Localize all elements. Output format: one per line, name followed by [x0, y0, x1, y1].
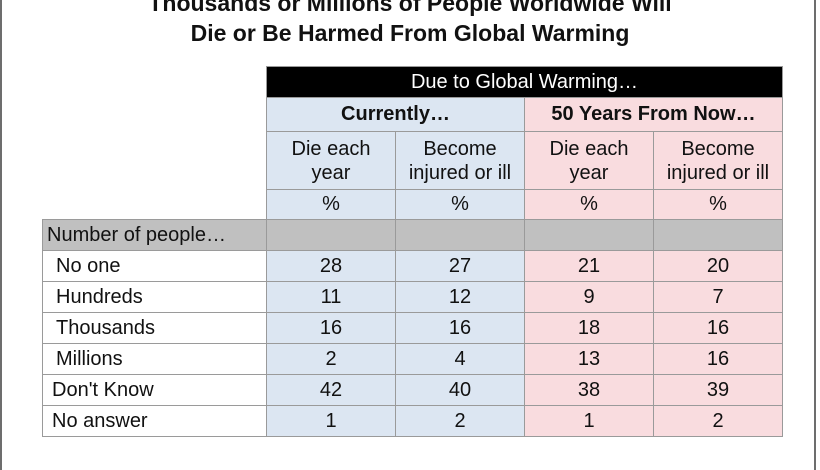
data-cell: 13 [524, 343, 654, 375]
table-row: Millions 2 4 13 16 [42, 343, 783, 375]
unit-cell: % [524, 189, 654, 220]
column-header: Die each year [266, 131, 396, 190]
unit-cell: % [266, 189, 396, 220]
row-label: No one [42, 250, 267, 282]
data-cell: 38 [524, 374, 654, 406]
table-row: Hundreds 11 12 9 7 [42, 281, 783, 313]
data-cell: 11 [266, 281, 396, 313]
row-label: No answer [42, 405, 267, 437]
section-label: Number of people… [42, 219, 267, 251]
data-cell: 39 [653, 374, 783, 406]
corner-blank [43, 67, 267, 98]
data-cell: 1 [266, 405, 396, 437]
row-label: Thousands [42, 312, 267, 344]
unit-cell: % [395, 189, 525, 220]
data-cell: 2 [653, 405, 783, 437]
data-cell: 7 [653, 281, 783, 313]
data-cell: 16 [266, 312, 396, 344]
row-label: Millions [42, 343, 267, 375]
table-row: No answer 1 2 1 2 [42, 405, 783, 437]
table-row: Thousands 16 16 18 16 [42, 312, 783, 344]
column-header-line: injured or ill [666, 161, 770, 184]
row-label: Don't Know [42, 374, 267, 406]
data-cell: 18 [524, 312, 654, 344]
chart-title: Thousands or Millions of People Worldwid… [0, 0, 820, 48]
column-header: Die each year [524, 131, 654, 190]
column-header-line: year [311, 161, 351, 184]
data-cell: 20 [653, 250, 783, 282]
unit-cell: % [653, 189, 783, 220]
data-cell: 2 [266, 343, 396, 375]
data-cell: 12 [395, 281, 525, 313]
group-header-current: Currently… [266, 97, 525, 132]
row-label: Hundreds [42, 281, 267, 313]
data-cell: 2 [395, 405, 525, 437]
data-cell: 9 [524, 281, 654, 313]
title-line-2: Die or Be Harmed From Global Warming [190, 20, 630, 46]
data-cell: 16 [653, 343, 783, 375]
section-cell [524, 219, 654, 251]
results-table: Due to Global Warming… Currently… 50 Yea… [42, 66, 783, 437]
column-header-line: Become [423, 137, 497, 160]
data-cell: 27 [395, 250, 525, 282]
section-cell [266, 219, 396, 251]
section-cell [395, 219, 525, 251]
column-header: Become injured or ill [395, 131, 525, 190]
column-header-line: Die each [549, 137, 629, 160]
column-header-line: injured or ill [408, 161, 512, 184]
column-header-line: Die each [291, 137, 371, 160]
group-header-future: 50 Years From Now… [524, 97, 783, 132]
super-header: Due to Global Warming… [266, 66, 783, 98]
data-cell: 16 [395, 312, 525, 344]
data-cell: 4 [395, 343, 525, 375]
column-header-line: Become [681, 137, 755, 160]
data-cell: 1 [524, 405, 654, 437]
section-cell [653, 219, 783, 251]
title-line-1: Thousands or Millions of People Worldwid… [148, 0, 672, 16]
data-cell: 16 [653, 312, 783, 344]
column-header-line: year [569, 161, 609, 184]
data-cell: 42 [266, 374, 396, 406]
data-cell: 21 [524, 250, 654, 282]
data-cell: 40 [395, 374, 525, 406]
column-header: Become injured or ill [653, 131, 783, 190]
table-row: Don't Know 42 40 38 39 [42, 374, 783, 406]
table-row: No one 28 27 21 20 [42, 250, 783, 282]
data-cell: 28 [266, 250, 396, 282]
